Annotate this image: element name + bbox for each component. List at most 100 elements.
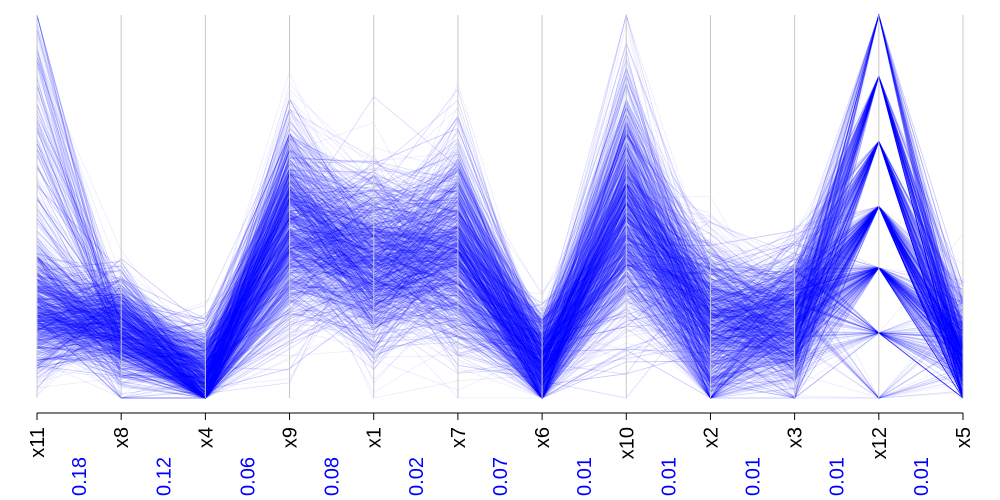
data-polyline: [36, 136, 964, 386]
data-polyline: [36, 140, 964, 396]
data-polyline: [36, 140, 964, 372]
data-polyline: [36, 75, 964, 399]
data-polyline: [36, 237, 964, 392]
data-polyline: [36, 140, 964, 399]
data-polyline: [36, 122, 964, 398]
data-polyline: [36, 74, 964, 380]
data-polyline: [36, 75, 964, 352]
data-polyline: [36, 13, 964, 399]
data-polyline: [36, 165, 964, 367]
data-polyline: [36, 74, 964, 399]
data-polyline: [36, 131, 964, 399]
data-polyline: [36, 205, 964, 399]
data-polyline: [36, 127, 964, 393]
data-polyline: [36, 124, 964, 399]
data-polyline: [36, 75, 964, 399]
data-polyline: [36, 199, 964, 385]
data-polyline: [36, 14, 964, 399]
data-polyline: [36, 205, 964, 399]
data-polyline: [36, 70, 964, 357]
data-polyline: [36, 181, 964, 389]
data-polyline: [36, 75, 964, 366]
data-polyline: [36, 162, 964, 386]
data-polyline: [36, 227, 964, 389]
data-polyline: [36, 13, 964, 381]
data-polyline: [36, 14, 964, 399]
data-polyline: [36, 132, 964, 352]
data-polyline: [36, 140, 964, 368]
data-polyline: [36, 205, 964, 399]
data-polyline: [36, 105, 964, 385]
data-polyline: [36, 172, 964, 378]
data-polyline: [36, 13, 964, 400]
data-polyline: [36, 206, 964, 372]
data-polyline: [36, 186, 964, 393]
data-polyline: [36, 161, 964, 399]
data-polyline: [36, 263, 964, 351]
data-polyline: [36, 168, 964, 389]
data-polyline: [36, 133, 964, 395]
data-polyline: [36, 140, 964, 396]
data-polyline: [36, 140, 964, 399]
data-polyline: [36, 140, 964, 399]
data-polyline: [36, 153, 964, 386]
data-polyline: [36, 60, 964, 385]
data-polyline: [36, 148, 964, 368]
data-polyline: [36, 64, 964, 399]
data-polyline: [36, 198, 964, 399]
data-polyline: [36, 162, 964, 399]
data-polyline: [36, 174, 964, 389]
data-polyline: [36, 131, 964, 399]
data-polyline: [36, 140, 964, 363]
data-polyline: [36, 140, 964, 399]
data-polyline: [36, 205, 964, 399]
data-polyline: [36, 217, 964, 370]
data-polyline: [36, 187, 964, 384]
data-polyline: [36, 181, 964, 389]
data-polyline: [36, 140, 964, 399]
data-polyline: [36, 195, 964, 399]
data-polyline: [36, 140, 964, 398]
data-polyline: [36, 150, 964, 384]
data-polyline: [36, 234, 964, 389]
data-polyline: [36, 13, 964, 375]
data-polyline: [36, 180, 964, 357]
data-polyline: [36, 140, 964, 399]
data-polyline: [36, 97, 964, 387]
data-polyline: [36, 104, 964, 371]
data-polyline: [36, 74, 964, 393]
data-polyline: [36, 99, 964, 385]
data-polyline: [36, 191, 964, 399]
data-polyline: [36, 140, 964, 399]
data-polyline: [36, 75, 964, 399]
data-polyline: [36, 205, 964, 399]
data-polyline: [36, 115, 964, 394]
data-polyline: [36, 74, 964, 399]
data-polyline: [36, 158, 964, 383]
data-polyline: [36, 190, 964, 399]
data-polyline: [36, 140, 964, 386]
data-polyline: [36, 205, 964, 399]
data-polyline: [36, 14, 964, 387]
data-polyline: [36, 241, 964, 399]
data-polyline: [36, 183, 964, 382]
data-polyline: [36, 158, 964, 399]
data-polyline: [36, 74, 964, 399]
data-polyline: [36, 148, 964, 399]
data-polyline: [36, 196, 964, 379]
data-polyline: [36, 205, 964, 399]
data-polyline: [36, 200, 964, 399]
data-polyline: [36, 205, 964, 396]
data-polyline: [36, 205, 964, 399]
data-polyline: [36, 181, 964, 364]
data-polyline: [36, 140, 964, 380]
data-polyline: [36, 75, 964, 399]
data-polyline: [36, 140, 964, 367]
data-polyline: [36, 125, 964, 399]
data-polyline: [36, 75, 964, 399]
axis-label-x11: x11: [27, 427, 49, 458]
data-polyline: [36, 14, 964, 382]
data-polyline: [36, 140, 964, 387]
data-polyline: [36, 205, 964, 388]
data-polyline: [36, 183, 964, 362]
